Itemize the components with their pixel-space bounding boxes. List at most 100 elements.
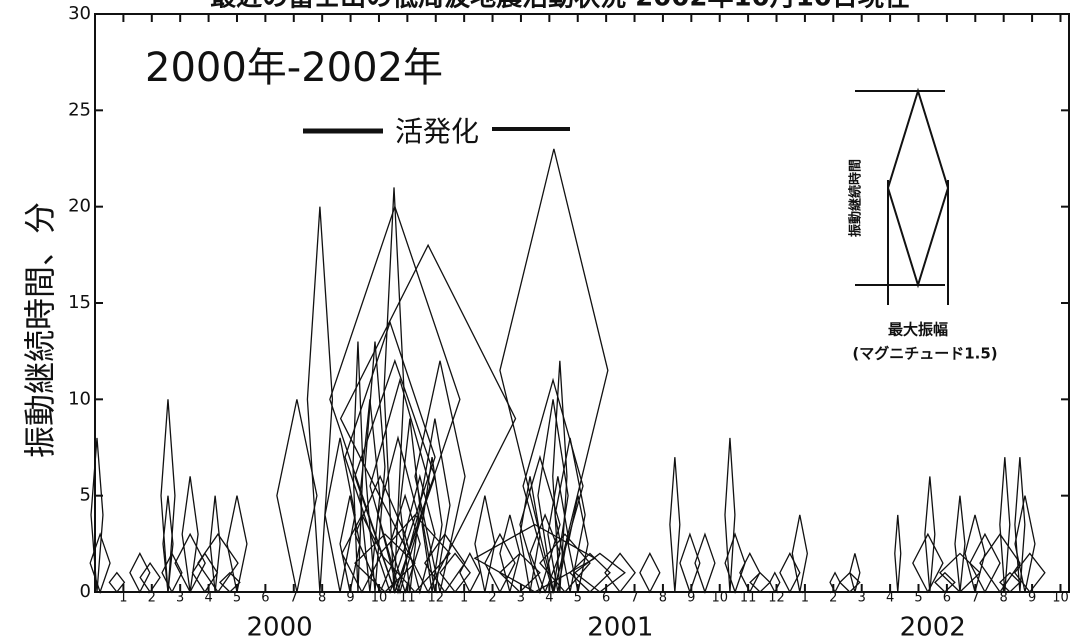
- x-tick-label: 2: [148, 591, 156, 606]
- x-tick-label: 4: [204, 591, 212, 606]
- diamond: [519, 476, 541, 593]
- diamond: [934, 571, 956, 593]
- diamond: [421, 457, 443, 593]
- x-tick-label: 2: [829, 591, 837, 606]
- diamond: [912, 532, 944, 594]
- x-tick-label: 8: [318, 591, 326, 606]
- diamond: [499, 148, 609, 593]
- x-tick-label: 3: [517, 591, 525, 606]
- diamond: [162, 495, 174, 593]
- diamond: [459, 552, 481, 594]
- diamond: [724, 532, 746, 594]
- diamond: [894, 514, 902, 593]
- diamond: [568, 552, 611, 593]
- diamond: [209, 495, 221, 593]
- x-tick-label: 4: [545, 591, 553, 606]
- legend-duration: 振動継続時間: [848, 159, 864, 237]
- diamond: [1013, 552, 1046, 594]
- diamond: [694, 532, 716, 594]
- diamond: [276, 399, 318, 593]
- x-tick-label: 5: [914, 591, 922, 606]
- diamond: [354, 474, 406, 594]
- diamond: [108, 571, 126, 594]
- diamond: [89, 532, 111, 594]
- y-tick-label: 0: [80, 581, 91, 602]
- x-tick-label: 9: [346, 591, 354, 606]
- x-tick-label: 10: [1052, 591, 1069, 606]
- diamond: [537, 399, 569, 593]
- diamond: [567, 495, 589, 593]
- y-tick-label: 5: [80, 485, 91, 506]
- diamond: [439, 552, 471, 594]
- x-tick-label: 6: [943, 591, 951, 606]
- diamond: [829, 571, 841, 594]
- diamond: [404, 473, 436, 595]
- diamond: [969, 532, 1001, 594]
- diamond: [499, 514, 521, 593]
- legend-amplitude: 最大振幅: [888, 321, 948, 339]
- diamond: [1014, 457, 1026, 593]
- diamond: [399, 418, 421, 593]
- y-axis-label: 振動継続時間、分: [21, 202, 59, 458]
- y-tick-label: 30: [68, 3, 91, 24]
- x-tick-label: 8: [1000, 591, 1008, 606]
- diamond: [129, 552, 151, 594]
- diamond: [379, 513, 451, 593]
- diamond: [739, 552, 761, 594]
- legend-diamond: [886, 87, 950, 289]
- diamond: [161, 552, 183, 594]
- x-tick-label: 2: [488, 591, 496, 606]
- x-tick-label: 5: [574, 591, 582, 606]
- x-tick-label: 3: [176, 591, 184, 606]
- diamond: [197, 533, 239, 594]
- diamond: [160, 399, 176, 593]
- diamond: [779, 552, 801, 594]
- diamond: [573, 552, 626, 593]
- diamond: [791, 514, 808, 593]
- x-tick-label: 8: [659, 591, 667, 606]
- x-tick-label: 1: [460, 591, 468, 606]
- plot-frame: [94, 13, 1070, 593]
- x-tick-label: 7: [971, 591, 979, 606]
- y-tick-label: 20: [68, 196, 91, 217]
- diamond: [769, 571, 781, 594]
- diamond: [679, 532, 701, 594]
- diamond: [498, 552, 541, 593]
- diamond: [139, 561, 161, 594]
- year-label: 2001: [587, 613, 653, 643]
- diamond: [604, 552, 636, 594]
- diamond: [849, 553, 861, 593]
- x-tick-label: 11: [740, 591, 757, 606]
- diamond: [999, 457, 1011, 593]
- diamond: [424, 533, 466, 594]
- year-label: 2000: [246, 613, 312, 643]
- x-tick-label: 7: [290, 591, 298, 606]
- legend-magnitude: (マグニチュード1.5): [852, 345, 997, 363]
- x-tick-label: 12: [427, 591, 444, 606]
- diamond: [924, 476, 936, 593]
- diamond: [389, 493, 421, 595]
- diamond: [181, 476, 199, 593]
- legend: [855, 87, 950, 305]
- diamond: [669, 457, 681, 593]
- diamond: [999, 571, 1021, 593]
- y-tick-label: 25: [68, 99, 91, 120]
- diamond: [939, 552, 981, 593]
- x-tick-label: 9: [687, 591, 695, 606]
- diamond: [90, 437, 104, 593]
- diamond: [324, 437, 356, 593]
- x-tick-label: 7: [630, 591, 638, 606]
- diamond: [329, 204, 461, 595]
- diamond: [529, 513, 561, 594]
- x-tick-label: 11: [399, 591, 416, 606]
- x-tick-label: 4: [886, 591, 894, 606]
- diamond: [554, 437, 586, 593]
- x-tick-label: 1: [119, 591, 127, 606]
- x-tick-label: 9: [1028, 591, 1036, 606]
- x-tick-label: 12: [768, 591, 785, 606]
- diamond: [1014, 495, 1036, 593]
- diamond: [383, 187, 405, 593]
- diamond: [306, 206, 334, 593]
- annotation: 活発化: [395, 115, 479, 148]
